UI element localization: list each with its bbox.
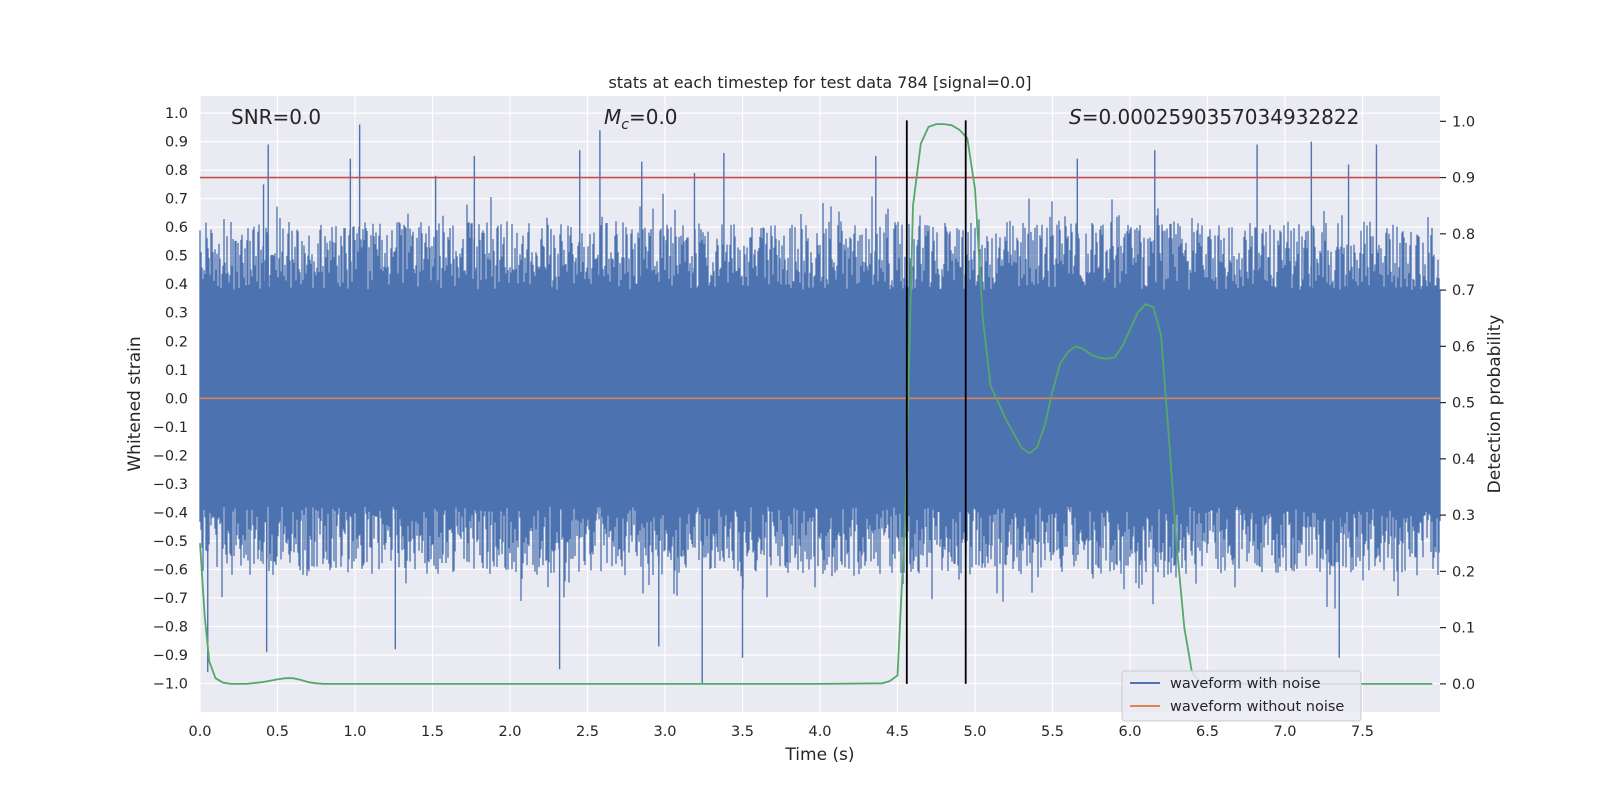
y-left-tick-label: −0.6 [153, 562, 188, 578]
y-right-tick-label: 0.0 [1452, 677, 1475, 693]
legend-label-without-noise: waveform without noise [1170, 699, 1344, 715]
y-left-tick-label: 0.8 [165, 163, 188, 179]
x-tick-label: 5.0 [963, 724, 986, 740]
chart-title: stats at each timestep for test data 784… [608, 73, 1031, 92]
chirp-mass-value: =0.0 [629, 105, 678, 129]
x-axis-label: Time (s) [784, 745, 854, 765]
x-tick-label: 1.0 [343, 724, 366, 740]
y-left-tick-label: 0.1 [165, 363, 188, 379]
snr-annotation: SNR=0.0 [231, 105, 321, 129]
y-right-tick-label: 0.3 [1452, 508, 1475, 524]
y-right-tick-label: 0.2 [1452, 564, 1475, 580]
y-right-tick-label: 0.8 [1452, 227, 1475, 243]
y-left-tick-label: −0.3 [153, 477, 188, 493]
legend-label-with-noise: waveform with noise [1170, 676, 1321, 692]
x-tick-label: 3.0 [653, 724, 676, 740]
x-tick-label: 6.5 [1196, 724, 1219, 740]
detection-probability-line [199, 123, 1433, 685]
y-left-tick-label: −0.5 [153, 534, 188, 550]
chirp-mass-subscript: c [621, 117, 629, 133]
x-tick-label: 4.5 [886, 724, 909, 740]
y-left-tick-label: −0.9 [153, 648, 188, 664]
x-tick-label: 6.0 [1118, 724, 1141, 740]
x-tick-label: 4.0 [808, 724, 831, 740]
y-right-tick-label: 0.7 [1452, 283, 1475, 299]
y-axis-label-left: Whitened strain [125, 336, 145, 471]
y-left-tick-label: −1.0 [153, 676, 188, 692]
y-left-tick-label: 0.2 [165, 334, 188, 350]
score-value: =0.0002590357034932822 [1082, 105, 1360, 129]
y-left-tick-label: 0.9 [165, 135, 188, 151]
y-left-tick-label: 0.4 [165, 277, 188, 293]
y-right-tick-label: 0.4 [1452, 452, 1475, 468]
x-tick-label: 0.5 [266, 724, 289, 740]
waveform-with-noise-series [199, 124, 1441, 684]
y-left-tick-label: 0.0 [165, 391, 188, 407]
chirp-mass-annotation: Mc=0.0 [604, 105, 678, 133]
legend-box [1121, 670, 1362, 722]
score-annotation: S=0.0002590357034932822 [1069, 105, 1359, 129]
x-tick-label: 2.5 [576, 724, 599, 740]
y-left-tick-label: 0.7 [165, 192, 188, 208]
axes: 0.0 0.5 1.0 1.5 2.0 2.5 3.0 3.5 4.0 4.5 5.0 5.5 6.0 6… [153, 106, 1475, 740]
x-tick-label: 7.5 [1351, 724, 1374, 740]
x-tick-label: 5.5 [1041, 724, 1064, 740]
y-left-tick-label: 0.6 [165, 220, 188, 236]
x-tick-label: 2.0 [498, 724, 521, 740]
y-right-tick-label: 0.9 [1452, 171, 1475, 187]
y-right-tick-label: 0.5 [1452, 396, 1475, 412]
y-left-tick-label: 0.5 [165, 249, 188, 265]
y-left-tick-label: −0.1 [153, 420, 188, 436]
y-left-tick-label: −0.4 [153, 505, 188, 521]
y-right-tick-label: 0.1 [1452, 621, 1475, 637]
chirp-mass-symbol: M [604, 105, 621, 129]
x-tick-label: 7.0 [1273, 724, 1296, 740]
y-left-tick-label: 1.0 [165, 106, 188, 122]
y-left-tick-label: −0.7 [153, 591, 188, 607]
x-tick-label: 0.0 [188, 724, 211, 740]
score-symbol: S [1069, 105, 1082, 129]
y-right-tick-label: 1.0 [1452, 114, 1475, 130]
y-left-tick-label: −0.2 [153, 448, 188, 464]
legend: waveform with noise waveform without noi… [1121, 670, 1362, 722]
x-tick-label: 1.5 [421, 724, 444, 740]
y-axis-label-right: Detection probability [1485, 315, 1505, 494]
y-left-tick-label: −0.8 [153, 619, 188, 635]
lines [199, 120, 1440, 685]
y-right-tick-label: 0.6 [1452, 339, 1475, 355]
y-left-tick-label: 0.3 [165, 306, 188, 322]
x-tick-label: 3.5 [731, 724, 754, 740]
